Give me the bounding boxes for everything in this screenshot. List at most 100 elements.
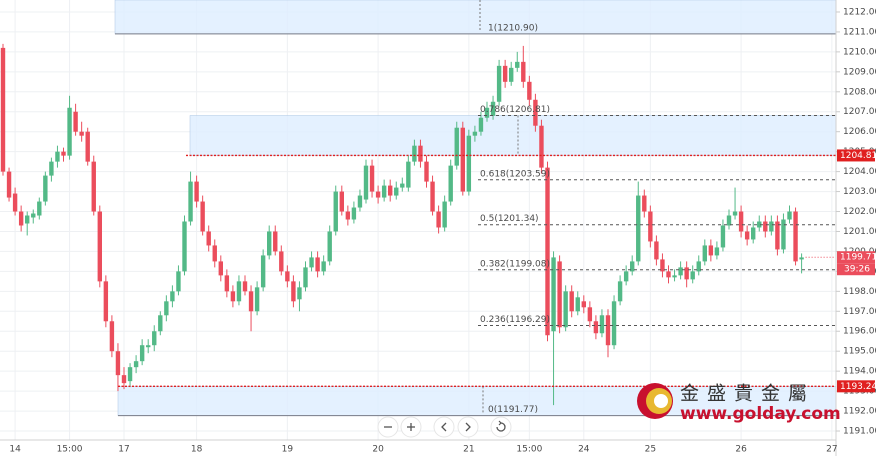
candle-body: [85, 131, 90, 162]
candle-body: [37, 201, 42, 216]
y-tick-label: 1194.00: [843, 367, 876, 377]
candle-body: [363, 165, 369, 200]
candle-body: [684, 267, 689, 280]
candle-body: [297, 287, 302, 300]
x-tick-label: 18: [191, 445, 203, 455]
candle-body: [726, 215, 732, 226]
candle-body: [115, 351, 121, 376]
y-tick-label: 1207.00: [843, 107, 876, 117]
candle-body: [690, 271, 695, 280]
candle-body: [67, 107, 72, 156]
toolbar: [377, 416, 512, 438]
candle-body: [569, 291, 574, 312]
reset-button[interactable]: [490, 416, 512, 438]
candle-body: [611, 301, 617, 346]
candle-body: [484, 107, 490, 118]
candle-body: [224, 275, 230, 292]
candle-body: [617, 281, 623, 302]
y-tick-label: 1203.00: [843, 187, 876, 197]
candle-body: [557, 261, 562, 328]
candle-body: [605, 315, 611, 346]
candle-body: [309, 257, 314, 268]
candle-body: [79, 131, 84, 136]
candle-body: [164, 301, 169, 316]
price-line-label: 1193.24: [840, 382, 876, 392]
x-tick-label: 15:00: [57, 445, 83, 455]
candle-body: [799, 257, 804, 260]
candle-body: [109, 321, 115, 352]
candle-body: [230, 291, 236, 302]
candle-body: [127, 367, 133, 382]
candle-body: [509, 67, 514, 82]
candle-body: [0, 47, 6, 172]
x-tick-label: 17: [118, 445, 129, 455]
countdown-box: [837, 263, 875, 276]
candle-body: [648, 211, 653, 242]
fib-label: 0.382(1199.08): [480, 259, 550, 269]
y-tick-label: 1208.00: [843, 87, 876, 97]
candle-body: [642, 195, 647, 212]
candle-body: [25, 215, 30, 224]
candle-body: [333, 191, 338, 232]
candle-body: [527, 81, 532, 100]
y-tick-label: 1212.00: [843, 7, 876, 17]
candle-body: [636, 195, 641, 262]
candle-body: [43, 175, 48, 202]
candle-body: [394, 187, 399, 196]
candle-body: [375, 191, 381, 198]
candle-body: [73, 111, 78, 132]
candle-body: [490, 101, 496, 116]
zoom-out-button[interactable]: [377, 416, 399, 438]
candle-body: [218, 261, 223, 276]
x-tick-label: 26: [735, 445, 747, 455]
candle-body: [630, 261, 635, 272]
candle-body: [212, 245, 217, 262]
candle-body: [31, 213, 36, 218]
candle-body: [521, 61, 526, 82]
last-price-label-box: [837, 251, 875, 264]
candle-body: [339, 191, 344, 212]
candle-body: [273, 231, 278, 252]
candle-body: [176, 271, 181, 292]
watermark: 金盛貴金屬 www.golday.com: [637, 383, 841, 424]
candle-body: [478, 117, 484, 132]
candle-body: [763, 221, 768, 232]
scroll-right-button[interactable]: [457, 416, 479, 438]
candle-body: [430, 181, 435, 212]
candle-body: [188, 181, 193, 222]
watermark-url: www.golday.com: [680, 404, 841, 424]
candle-body: [714, 247, 720, 256]
y-tick-label: 1195.00: [843, 347, 876, 357]
fib-label: 0(1191.77): [488, 405, 538, 415]
candle-body: [152, 331, 157, 346]
y-tick-label: 1192.00: [843, 407, 876, 417]
last-price-label: 1199.71: [840, 253, 876, 263]
candle-body: [436, 211, 441, 228]
fib-label: 1(1210.90): [488, 23, 538, 33]
candle-body: [775, 221, 780, 250]
candle-body: [61, 151, 66, 156]
candle-body: [678, 267, 683, 276]
candle-body: [236, 281, 242, 302]
zone: [117, 386, 837, 416]
fib-label: 0.5(1201.34): [480, 214, 539, 224]
candle-body: [260, 255, 266, 288]
candle-body: [454, 127, 459, 166]
watermark-name: 金盛貴金屬: [680, 383, 815, 405]
zone: [114, 0, 837, 35]
candle-body: [502, 65, 508, 82]
candle-body: [623, 271, 629, 282]
candle-body: [267, 231, 272, 256]
candle-body: [744, 231, 750, 240]
candle-body: [533, 99, 538, 126]
candle-body: [418, 145, 423, 162]
logo-center: [654, 394, 668, 408]
candle-body: [315, 257, 320, 272]
y-tick-label: 1197.00: [843, 307, 876, 317]
scroll-left-button[interactable]: [433, 416, 455, 438]
y-tick-label: 1206.00: [843, 127, 876, 137]
candle-body: [12, 193, 18, 212]
candle-body: [781, 219, 786, 250]
zoom-in-button[interactable]: [400, 416, 422, 438]
